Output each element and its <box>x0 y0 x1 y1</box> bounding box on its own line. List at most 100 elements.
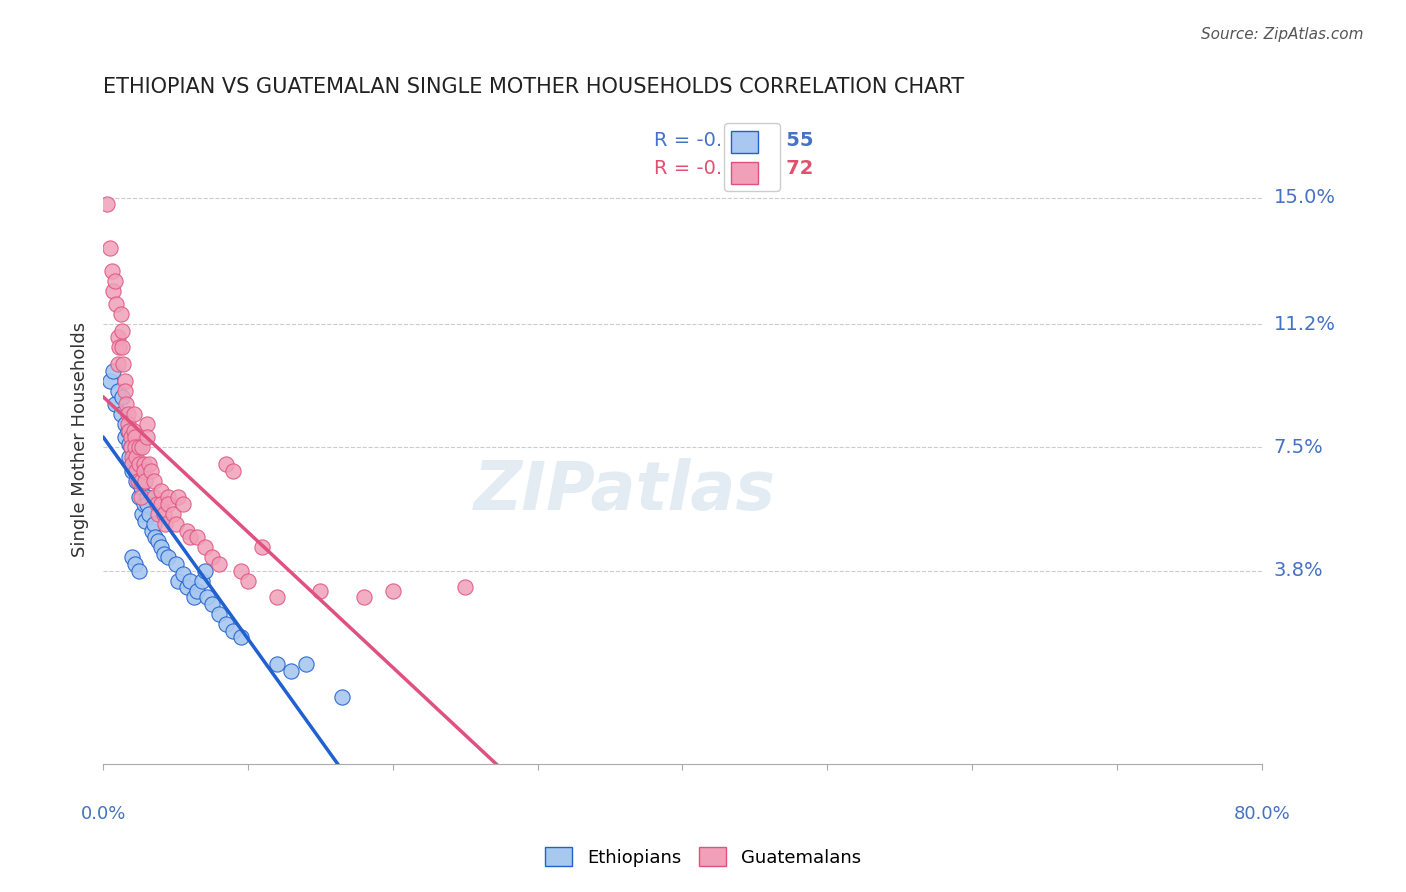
Point <box>167 574 190 588</box>
Point <box>146 533 169 548</box>
Point <box>280 664 302 678</box>
Point <box>129 474 152 488</box>
Point <box>128 491 150 505</box>
Text: ETHIOPIAN VS GUATEMALAN SINGLE MOTHER HOUSEHOLDS CORRELATION CHART: ETHIOPIAN VS GUATEMALAN SINGLE MOTHER HO… <box>103 78 965 97</box>
Point <box>150 541 173 555</box>
Point <box>197 591 219 605</box>
Text: N = 72: N = 72 <box>741 160 814 178</box>
Point <box>165 516 187 531</box>
Point <box>201 597 224 611</box>
Text: Source: ZipAtlas.com: Source: ZipAtlas.com <box>1201 27 1364 42</box>
Point <box>132 464 155 478</box>
Point <box>142 474 165 488</box>
Point <box>135 491 157 505</box>
Y-axis label: Single Mother Households: Single Mother Households <box>72 321 89 557</box>
Point <box>172 497 194 511</box>
Point <box>157 497 180 511</box>
Point <box>132 457 155 471</box>
Point <box>266 591 288 605</box>
Point <box>142 491 165 505</box>
Point <box>114 430 136 444</box>
Point <box>98 374 121 388</box>
Point <box>121 550 143 565</box>
Text: 3.8%: 3.8% <box>1274 561 1323 580</box>
Point <box>105 297 128 311</box>
Point <box>121 464 143 478</box>
Point <box>96 197 118 211</box>
Point <box>229 564 252 578</box>
Point <box>142 516 165 531</box>
Point <box>121 457 143 471</box>
Point <box>103 364 125 378</box>
Point <box>353 591 375 605</box>
Point <box>118 424 141 438</box>
Point <box>110 407 132 421</box>
Point <box>179 574 201 588</box>
Legend: , : , <box>724 123 780 191</box>
Point <box>138 507 160 521</box>
Text: ZIPatlas: ZIPatlas <box>474 458 776 524</box>
Point <box>103 284 125 298</box>
Point <box>146 507 169 521</box>
Point <box>120 441 142 455</box>
Point <box>131 507 153 521</box>
Point <box>111 341 134 355</box>
Point <box>114 374 136 388</box>
Point <box>186 530 208 544</box>
Point <box>110 307 132 321</box>
Point <box>129 480 152 494</box>
Point <box>128 457 150 471</box>
Point <box>135 417 157 431</box>
Point <box>125 450 148 465</box>
Text: 15.0%: 15.0% <box>1274 188 1336 207</box>
Point <box>120 441 142 455</box>
Point <box>117 417 139 431</box>
Point <box>150 497 173 511</box>
Point <box>252 541 274 555</box>
Point <box>104 397 127 411</box>
Point <box>128 564 150 578</box>
Point <box>186 583 208 598</box>
Point <box>309 583 332 598</box>
Point <box>229 630 252 644</box>
Point <box>183 591 205 605</box>
Point <box>124 430 146 444</box>
Point <box>117 407 139 421</box>
Point <box>107 330 129 344</box>
Point <box>101 264 124 278</box>
Point <box>111 391 134 405</box>
Point <box>124 464 146 478</box>
Point <box>107 357 129 371</box>
Point <box>128 441 150 455</box>
Point <box>176 580 198 594</box>
Point <box>155 516 177 531</box>
Point <box>193 541 215 555</box>
Point <box>153 547 176 561</box>
Point <box>125 474 148 488</box>
Point <box>162 507 184 521</box>
Point <box>121 457 143 471</box>
Point <box>111 324 134 338</box>
Point <box>157 491 180 505</box>
Point <box>132 497 155 511</box>
Text: 7.5%: 7.5% <box>1274 438 1323 457</box>
Point <box>176 524 198 538</box>
Point <box>112 357 135 371</box>
Point <box>139 464 162 478</box>
Point <box>141 524 163 538</box>
Legend: Ethiopians, Guatemalans: Ethiopians, Guatemalans <box>538 840 868 874</box>
Text: 11.2%: 11.2% <box>1274 315 1336 334</box>
Point <box>266 657 288 671</box>
Point <box>201 550 224 565</box>
Point <box>222 624 245 638</box>
Point <box>118 437 141 451</box>
Point <box>120 430 142 444</box>
Point <box>134 474 156 488</box>
Point <box>127 474 149 488</box>
Point <box>115 397 138 411</box>
Point <box>295 657 318 671</box>
Point <box>122 424 145 438</box>
Point <box>122 447 145 461</box>
Point <box>118 450 141 465</box>
Point <box>172 566 194 581</box>
